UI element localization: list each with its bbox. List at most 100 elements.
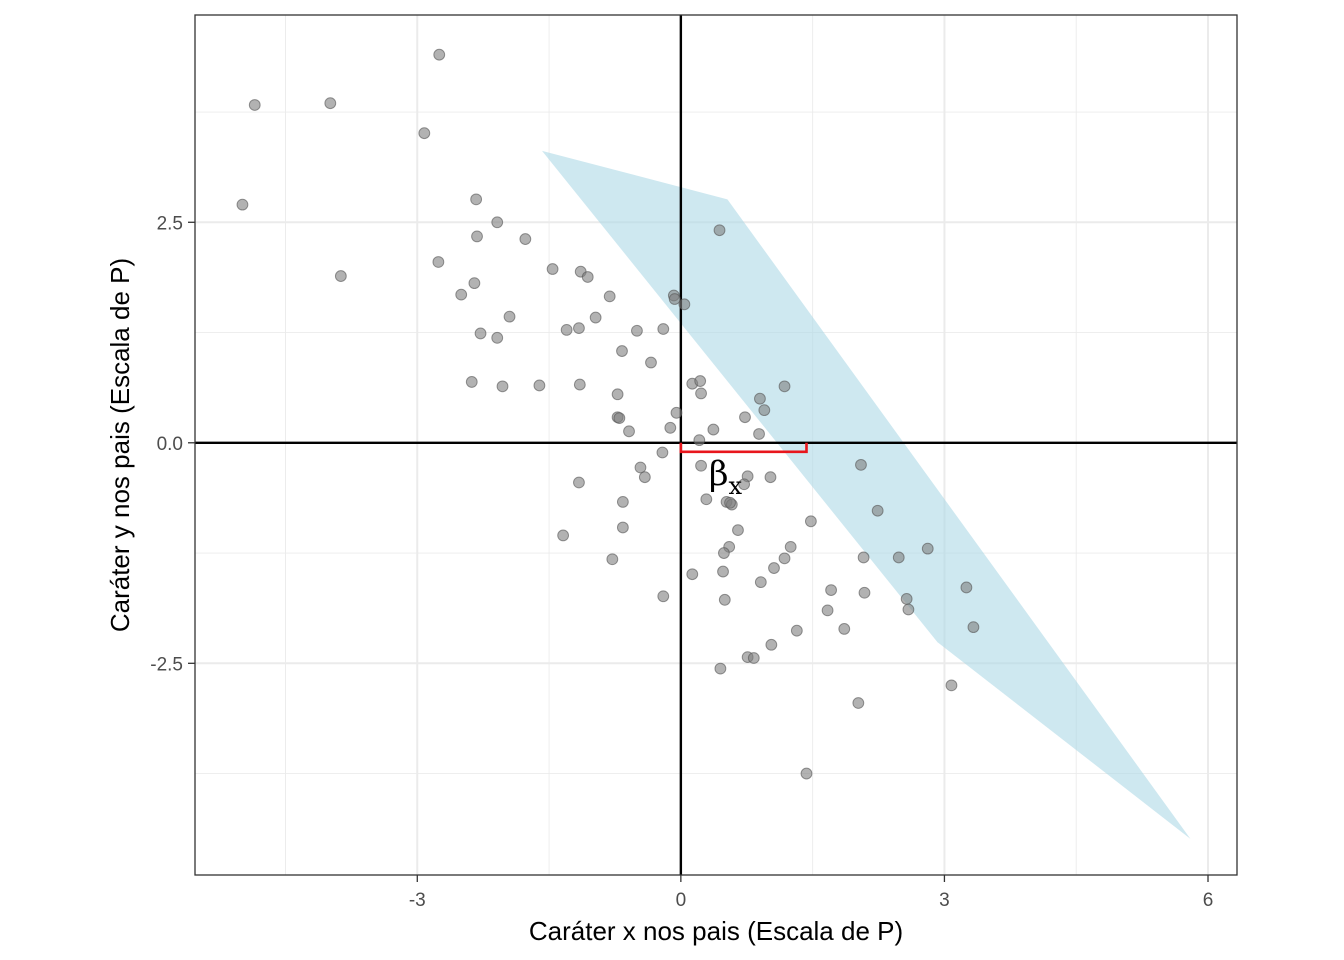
data-point (700, 493, 713, 506)
data-point (695, 459, 707, 472)
data-point (732, 524, 744, 537)
data-point (657, 323, 670, 335)
data-point (784, 540, 797, 553)
data-point (686, 568, 699, 581)
x-tick-label: 6 (1203, 890, 1214, 911)
y-tick-label: 2.5 (157, 213, 183, 234)
data-point (768, 562, 780, 574)
data-point (945, 679, 958, 692)
data-point (855, 458, 867, 471)
y-axis-title: Caráter y nos pais (Escala de P) (105, 258, 135, 632)
data-point (718, 593, 731, 606)
data-point (900, 593, 913, 605)
data-point (631, 324, 643, 337)
data-point (857, 551, 870, 564)
data-point (634, 461, 647, 474)
data-point (758, 404, 771, 417)
data-point (474, 327, 487, 340)
data-point (465, 376, 478, 388)
y-axis-ticks: -2.5 0.0 2.5 (150, 213, 195, 675)
data-point (714, 662, 727, 675)
data-point (468, 277, 481, 290)
data-point (606, 553, 619, 566)
x-axis-ticks: -3 0 3 6 (409, 875, 1213, 911)
data-point (589, 311, 602, 324)
data-point (858, 586, 871, 599)
data-point (778, 380, 791, 393)
data-point (695, 387, 707, 400)
data-point (739, 411, 751, 424)
data-point (921, 542, 934, 555)
data-point (852, 697, 865, 709)
data-point (800, 767, 813, 780)
data-point (747, 652, 760, 664)
data-point (825, 584, 837, 596)
data-point (573, 322, 585, 335)
beta-symbol: β (709, 454, 729, 494)
data-point (603, 290, 616, 303)
data-point (778, 552, 791, 565)
data-point (713, 224, 726, 237)
data-point (638, 471, 651, 484)
data-point (573, 378, 586, 391)
data-point (334, 270, 347, 282)
data-point (960, 581, 973, 594)
x-tick-label: 0 (676, 890, 687, 911)
data-point (546, 263, 559, 275)
data-point (455, 288, 468, 301)
data-point (623, 425, 635, 438)
plot-panel: βx (194, 14, 1238, 876)
data-point (871, 504, 884, 517)
data-point (496, 380, 509, 393)
data-point (519, 233, 532, 245)
data-point (611, 388, 624, 401)
shaded-region (542, 150, 1191, 839)
data-point (718, 547, 730, 559)
data-point (717, 565, 729, 578)
data-point (790, 624, 803, 637)
data-point (693, 434, 706, 447)
data-point (491, 216, 504, 229)
data-point (560, 323, 573, 336)
data-point (656, 446, 669, 459)
beta-subscript: x (729, 472, 743, 500)
data-point (324, 97, 337, 110)
data-point (764, 471, 777, 484)
data-point (557, 529, 570, 542)
x-tick-label: 3 (939, 890, 950, 911)
data-point (616, 521, 629, 534)
bracket-line (679, 442, 808, 454)
data-point (664, 421, 677, 434)
data-point (892, 551, 905, 564)
data-point (418, 127, 431, 140)
data-point (838, 623, 851, 635)
data-point (821, 604, 834, 617)
data-point (236, 198, 249, 211)
data-point (668, 293, 681, 305)
beta-bracket (679, 442, 808, 454)
data-point (248, 99, 261, 111)
data-point (533, 379, 546, 392)
data-point (678, 298, 691, 311)
data-point (707, 423, 720, 436)
data-point (581, 271, 594, 283)
data-point (433, 48, 446, 61)
data-point (573, 476, 585, 489)
data-point (616, 495, 629, 508)
data-point (724, 496, 736, 509)
data-point (753, 428, 765, 440)
data-points (236, 48, 980, 780)
data-point (470, 193, 483, 206)
data-point (491, 331, 504, 344)
data-point (616, 345, 628, 357)
x-tick-label: -3 (409, 890, 426, 911)
data-point (613, 412, 626, 424)
data-point (754, 576, 767, 589)
data-point (738, 478, 751, 491)
data-point (645, 356, 657, 369)
panel-border (194, 14, 1238, 876)
data-point (657, 590, 670, 603)
y-tick-label: -2.5 (150, 654, 183, 675)
y-tick-label: 0.0 (157, 434, 183, 455)
